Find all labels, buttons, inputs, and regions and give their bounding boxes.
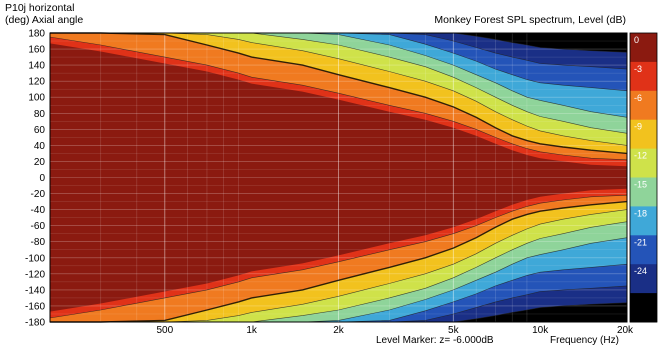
y-tick-label: 100 [28,93,45,104]
y-tick-label: 0 [39,173,45,184]
colorbar-swatch [630,293,657,323]
x-tick-labels: 500 1k 2k 5k 10k 20k [156,325,634,336]
y-tick-label: -40 [31,205,46,216]
y-axis-title: (deg) Axial angle [5,14,84,26]
x-tick-label: 10k [532,325,549,336]
level-marker-label: Level Marker: z= -6.000dB [376,335,494,346]
x-axis-title: Frequency (Hz) [550,335,619,346]
contour-6db-bottom [50,200,628,323]
x-tick-label: 2k [333,325,345,336]
colorbar-swatch [630,177,657,207]
x-tick-label: 20k [617,325,634,336]
y-tick-label: 60 [34,125,46,136]
colorbar-swatch [630,119,657,150]
x-tick-label: 1k [246,325,258,336]
y-tick-label: 80 [34,109,46,120]
colorbar-label: -15 [634,180,647,190]
y-tick-label: -100 [25,253,45,264]
y-tick-label: 40 [34,141,46,152]
contour-12db-bottom [50,221,628,323]
colorbar-frame [629,32,658,323]
colorbar-label: -6 [634,93,642,103]
chart-heading: P10j horizontal [5,2,75,14]
chart-title: Monkey Forest SPL spectrum, Level (dB) [434,14,626,26]
y-tick-label: -160 [25,301,45,312]
colorbar-label: -24 [634,266,647,276]
colorbar-swatch [630,33,657,63]
contour-12db-top [50,32,628,134]
y-tick-label: 20 [34,157,46,168]
colorbar-swatch [630,61,657,92]
contour-6db-top [50,32,628,155]
colorbar-swatch [630,148,657,178]
colorbar-label: -21 [634,237,647,247]
y-tick-label: -140 [25,285,45,296]
x-tick-label: 500 [156,325,173,336]
contour-9db-top [50,32,628,146]
y-tick-label: -120 [25,269,45,280]
x-tick-label: 5k [448,325,460,336]
y-tick-label: 160 [28,45,45,56]
colorbar-swatch [630,264,657,294]
colorbar-label: -3 [634,64,642,74]
colorbar-label: -12 [634,151,647,161]
contour-3db-top [49,36,628,161]
y-tick-label: 180 [28,29,45,40]
y-tick-label: -80 [31,237,46,248]
colorbar-swatch [630,90,657,121]
y-tick-label: 140 [28,61,45,72]
colorbar-label: -18 [634,208,647,218]
y-tick-labels: 180 160 140 120 100 80 60 40 20 0 -20 -40 -60 -80 -100… [25,29,45,329]
y-tick-label: -60 [31,221,46,232]
colorbar-swatch [630,206,657,236]
y-tick-label: 120 [28,77,45,88]
y-tick-label: -20 [31,189,46,200]
contour-lines [49,32,628,323]
contour-3db-bottom [49,194,628,319]
colorbar-label: 0 [634,35,639,45]
contour-15db-top [50,32,628,118]
contour-9db-bottom [50,209,628,323]
y-tick-label: -180 [25,318,45,329]
colorbar: 0 -3 -6 -9 -12 -15 -18 -21 -24 [629,32,658,323]
colorbar-label: -9 [634,122,642,132]
colorbar-swatch [630,235,657,265]
contour-15db-bottom [50,237,628,323]
plot-frame [49,32,628,323]
